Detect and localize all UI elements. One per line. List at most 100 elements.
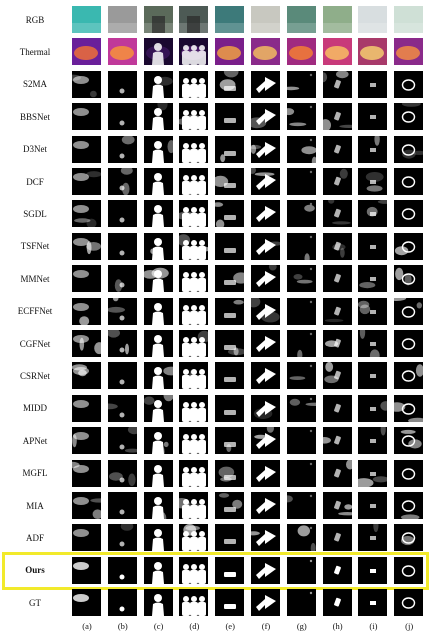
- column-label: (b): [117, 621, 128, 631]
- image-cell-map: [143, 362, 173, 390]
- image-cell-map: [251, 200, 280, 228]
- image-cell-map: [107, 200, 137, 228]
- image-cell-map: [358, 232, 388, 260]
- image-cell-map: [107, 70, 137, 98]
- image-cell-map: [215, 524, 245, 552]
- image-cell-map: [322, 589, 352, 617]
- row-label: RGB: [25, 14, 45, 25]
- image-cell-map: [286, 492, 316, 519]
- image-cell-map: [286, 70, 316, 98]
- image-cell-map: [286, 168, 316, 195]
- image-cell-map: [286, 200, 316, 228]
- image-cell-map: [251, 168, 280, 195]
- image-cell-map: [358, 103, 388, 131]
- column-label: (a): [82, 621, 92, 631]
- image-cell-map: [107, 232, 137, 260]
- image-cell-map: [72, 200, 101, 228]
- image-cell-map: [358, 297, 388, 325]
- image-cell-map: [143, 589, 173, 617]
- image-cell-rgb: [143, 6, 173, 33]
- image-cell-map: [179, 168, 209, 195]
- column-label: (g): [296, 621, 307, 631]
- image-cell-map: [72, 362, 101, 390]
- image-cell-map: [179, 200, 209, 228]
- image-cell-map: [322, 135, 352, 163]
- image-cell-map: [72, 168, 101, 195]
- image-cell-rgb: [215, 6, 245, 33]
- image-cell-map: [107, 362, 137, 390]
- row-label: CGFNet: [19, 338, 51, 349]
- image-cell-map: [286, 232, 316, 260]
- image-cell-rgb: [322, 6, 352, 33]
- image-cell-map: [394, 427, 424, 455]
- image-cell-map: [286, 103, 316, 131]
- image-cell-map: [322, 459, 352, 487]
- image-cell-map: [251, 362, 280, 390]
- image-cell-map: [358, 394, 388, 422]
- image-cell-map: [72, 524, 101, 552]
- image-cell-thermal: [251, 38, 280, 66]
- image-cell-map: [394, 168, 424, 195]
- row-label: MGFL: [22, 468, 48, 479]
- image-cell-rgb: [72, 6, 101, 33]
- image-cell-rgb: [286, 6, 316, 33]
- image-cell-map: [215, 492, 245, 519]
- image-cell-rgb: [394, 6, 424, 33]
- column-label: (i): [369, 621, 378, 631]
- image-cell-map: [322, 330, 352, 357]
- image-cell-map: [107, 524, 137, 552]
- image-cell-map: [322, 70, 352, 98]
- image-cell-map: [179, 459, 209, 487]
- image-cell-map: [143, 232, 173, 260]
- row-label: BBSNet: [19, 111, 50, 122]
- image-cell-map: [107, 492, 137, 519]
- image-cell-map: [251, 297, 280, 325]
- image-cell-map: [179, 362, 209, 390]
- image-cell-map: [179, 427, 209, 455]
- image-cell-map: [72, 394, 101, 422]
- row-label: ADF: [25, 532, 44, 543]
- image-cell-map: [358, 70, 388, 98]
- image-cell-map: [286, 330, 316, 357]
- image-cell-map: [72, 103, 101, 131]
- image-cell-map: [251, 135, 280, 163]
- row-label: GT: [29, 597, 41, 608]
- image-cell-map: [215, 200, 245, 228]
- image-cell-map: [143, 70, 173, 98]
- image-cell-map: [251, 330, 280, 357]
- image-cell-map: [358, 265, 388, 293]
- image-cell-map: [72, 232, 101, 260]
- row-label: Thermal: [19, 46, 51, 57]
- row-label: MIDD: [23, 403, 47, 414]
- image-cell-map: [394, 492, 424, 519]
- image-cell-map: [215, 589, 245, 617]
- image-cell-map: [143, 265, 173, 293]
- image-cell-map: [394, 556, 424, 584]
- image-cell-map: [322, 427, 352, 455]
- row-label: APNet: [22, 435, 48, 446]
- image-cell-map: [358, 459, 388, 487]
- image-cell-map: [286, 459, 316, 487]
- image-cell-map: [251, 70, 280, 98]
- image-cell-map: [322, 556, 352, 584]
- image-cell-map: [72, 297, 101, 325]
- image-cell-map: [251, 492, 280, 519]
- image-cell-map: [179, 70, 209, 98]
- image-cell-map: [322, 362, 352, 390]
- image-cell-map: [322, 394, 352, 422]
- image-cell-map: [394, 232, 424, 260]
- image-cell-map: [107, 168, 137, 195]
- image-cell-map: [72, 492, 101, 519]
- image-cell-map: [107, 394, 137, 422]
- image-cell-map: [251, 524, 280, 552]
- image-cell-map: [358, 427, 388, 455]
- image-cell-map: [179, 297, 209, 325]
- image-cell-map: [251, 589, 280, 617]
- image-cell-map: [179, 394, 209, 422]
- image-cell-map: [215, 103, 245, 131]
- image-cell-map: [322, 103, 352, 131]
- image-cell-map: [143, 297, 173, 325]
- image-cell-map: [394, 459, 424, 487]
- image-cell-map: [215, 135, 245, 163]
- image-cell-map: [394, 103, 424, 131]
